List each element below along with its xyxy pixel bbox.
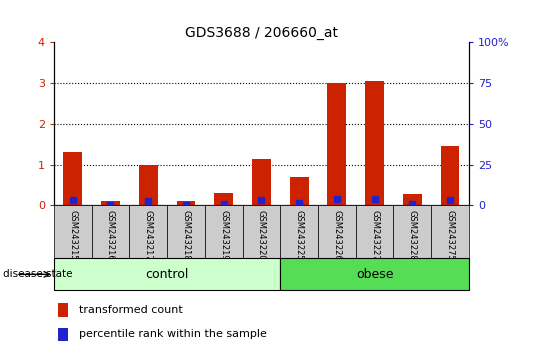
Bar	[205, 205, 243, 258]
Text: GSM243216: GSM243216	[106, 210, 115, 260]
Bar	[280, 258, 469, 290]
Bar	[92, 205, 129, 258]
Bar	[403, 194, 421, 205]
Bar	[176, 201, 195, 205]
Text: GSM243228: GSM243228	[408, 210, 417, 260]
Bar	[54, 205, 92, 258]
Bar	[101, 201, 120, 205]
Bar	[167, 205, 205, 258]
Text: GSM243217: GSM243217	[144, 210, 153, 260]
Text: disease state: disease state	[3, 269, 72, 279]
Bar	[290, 177, 308, 205]
Text: transformed count: transformed count	[79, 305, 183, 315]
Text: obese: obese	[356, 268, 393, 281]
Bar	[328, 83, 347, 205]
Bar	[252, 159, 271, 205]
Bar	[215, 193, 233, 205]
Text: GSM243219: GSM243219	[219, 210, 228, 260]
Bar	[243, 205, 280, 258]
Bar	[280, 205, 318, 258]
Bar	[139, 165, 157, 205]
Bar	[58, 327, 68, 341]
Bar	[54, 258, 280, 290]
Text: GSM243215: GSM243215	[68, 210, 77, 260]
Text: GSM243226: GSM243226	[333, 210, 341, 260]
Bar	[365, 81, 384, 205]
Text: GSM243218: GSM243218	[182, 210, 190, 260]
Text: GSM243220: GSM243220	[257, 210, 266, 260]
Title: GDS3688 / 206660_at: GDS3688 / 206660_at	[185, 26, 338, 40]
Bar	[431, 205, 469, 258]
Bar	[356, 205, 393, 258]
Text: GSM243227: GSM243227	[370, 210, 379, 260]
Bar	[129, 205, 167, 258]
Text: GSM243225: GSM243225	[295, 210, 303, 260]
Bar	[64, 152, 82, 205]
Text: percentile rank within the sample: percentile rank within the sample	[79, 329, 267, 339]
Text: GSM243275: GSM243275	[446, 210, 454, 260]
Bar	[318, 205, 356, 258]
Bar	[58, 303, 68, 317]
Text: control: control	[146, 268, 189, 281]
Bar	[440, 146, 459, 205]
Bar	[393, 205, 431, 258]
